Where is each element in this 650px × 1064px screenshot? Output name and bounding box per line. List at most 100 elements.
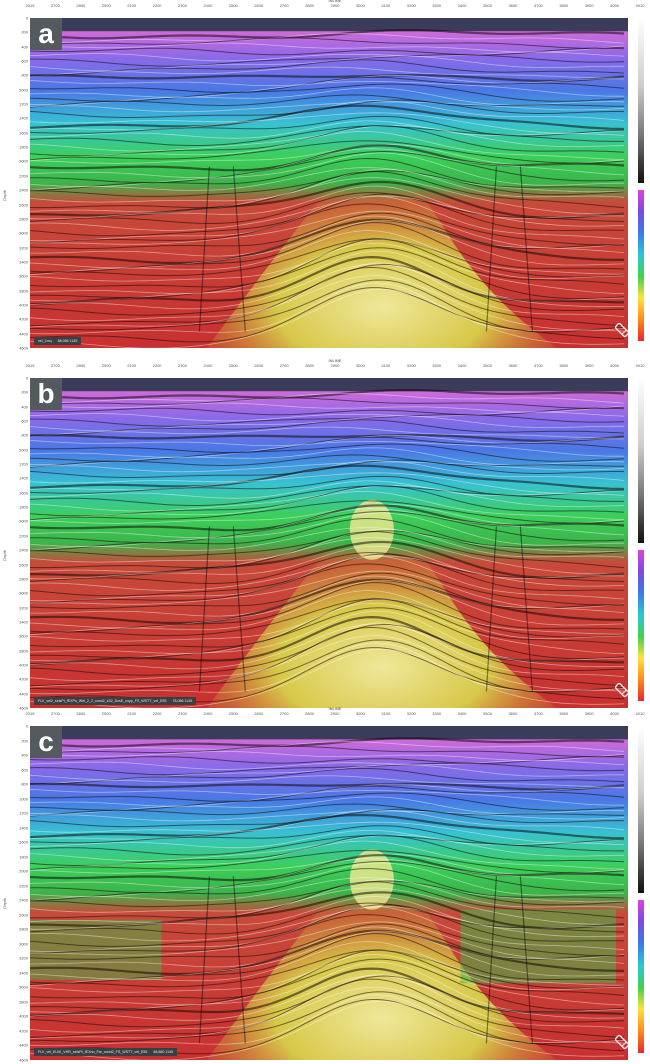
reflector-line [30,768,625,785]
depth-tick-label: 3800 [19,648,28,654]
x-tick-label: 3700 [533,363,543,368]
reflector-line [30,419,625,436]
seismic-section[interactable] [30,378,628,708]
depth-tick-label: 200 [21,389,28,395]
status-value: 88,086 1145 [57,339,78,343]
reflector-line [30,407,625,416]
reflector-line [30,528,625,563]
x-tick-label: 2700 [50,711,60,716]
depth-tick-label: 4200 [19,676,28,682]
depth-tick-label: 4600 [19,1057,28,1063]
reflector-line [30,125,624,146]
colorbar-velocity [638,899,644,1054]
depth-tick-label: 4600 [19,705,28,711]
reflector-line [30,112,625,134]
fault-line [519,526,533,692]
reflector-line [30,853,625,882]
depth-axis: 0 200 400 600 800 1000 1200 1400 1600 1800 2000 220… [0,15,30,351]
reflector-line [30,263,625,316]
reflector-line [30,480,625,499]
reflector-line [30,500,625,524]
depth-tick-label: 4000 [19,1013,28,1019]
salt-bright-zone [349,499,394,560]
x-tick-label: 2300 [178,363,187,368]
status-bar: vel_1mq 88,086 1145 [34,337,82,345]
depth-tick-label: 2600 [19,202,28,208]
reflector-line [30,125,625,157]
reflector-line [30,552,625,585]
depth-tick-label: 600 [21,58,28,64]
reflector-line [30,203,625,246]
reflector-line [30,563,625,606]
x-tick-label: 2200 [152,363,162,368]
depth-tick-label: 1400 [19,825,28,831]
reflector-line [30,887,625,925]
reflector-line [30,150,625,184]
pencil-eraser-icon[interactable] [614,682,630,698]
x-tick-label: 3300 [432,711,442,716]
depth-tick-label: 4000 [19,662,28,668]
x-tick-label: 4010 [635,363,645,368]
panel-c: 2015 2700 2800 2900 2100 2200 2300 2400 2500 2600… [0,706,650,1064]
depth-tick-label: 3200 [19,245,28,251]
depth-tick-label: 400 [21,44,28,50]
reflector-line [30,104,625,131]
reflector-line [30,975,625,1028]
depth-tick-label: 200 [21,738,28,744]
x-tick-label: 3400 [457,3,467,8]
x-tick-label: 3200 [406,3,416,8]
depth-tick-label: 0 [25,15,28,21]
reflector-line [30,555,625,591]
colorbar-grayscale [638,18,644,183]
depth-tick-label: 800 [21,781,28,787]
inline-axis-title: INLINE [328,358,342,363]
depth-tick-label: 2000 [19,518,28,524]
panel-b: 2015 2700 2800 2900 2100 2200 2300 2400 2500 2600… [0,358,650,712]
reflector-line [30,426,625,439]
depth-tick-label: 1800 [19,144,28,150]
pencil-eraser-icon[interactable] [614,322,630,338]
water-layer [30,726,628,740]
reflector-line [30,813,625,840]
reflector-line [30,986,625,1043]
pencil-eraser-icon[interactable] [614,1034,630,1050]
status-text: FLV_vel2_seisPt_fEXPu_Wel_2_2_cond2_k32_… [38,699,167,703]
depth-tick-label: 1000 [19,87,28,93]
reflector-line [30,397,625,409]
fault-line [198,166,210,332]
reflector-line [30,949,625,989]
depth-tick-label: 1800 [19,504,28,510]
reflector-line [30,54,625,67]
seismic-section[interactable] [30,726,628,1060]
salt-dome [206,503,557,708]
x-tick-label: 2800 [305,3,315,8]
reflector-line [30,510,625,544]
reflector-line [30,517,625,551]
reflector-line [30,74,625,82]
reflector-line [30,402,625,413]
inline-axis: 2015 2700 2800 2900 2100 2200 2300 2400 2500 2600… [26,706,645,720]
x-tick-label: 2500 [228,3,238,8]
reflector-line [30,877,625,903]
depth-tick-label: 3400 [19,970,28,976]
depth-axis-title: Depth [2,898,7,909]
depth-tick-label: 1200 [19,101,28,107]
reflector-line [30,750,625,761]
x-tick-label: 3900 [584,363,594,368]
panel-a: 2015 2700 2800 2900 2100 2200 2300 2400 2500 2600… [0,0,650,352]
reflector-line [30,830,625,849]
reflector-line [30,570,625,609]
depth-tick-label: 3200 [19,605,28,611]
reflector-line [30,850,625,874]
seismic-section[interactable] [30,18,628,348]
reflector-line [30,933,625,984]
reflector-line [30,635,625,691]
x-tick-label: 2700 [279,3,289,8]
x-tick-label: 3300 [432,363,442,368]
reflector-line [30,1001,625,1060]
depth-tick-label: 4000 [19,302,28,308]
status-bar: FLV_vel_EUXI_VHR_seisPt_fEXno_Far_cond2_… [34,1048,178,1056]
x-tick-label: 2800 [305,363,315,368]
x-tick-label: 2300 [178,711,187,716]
reflector-line [30,615,625,666]
